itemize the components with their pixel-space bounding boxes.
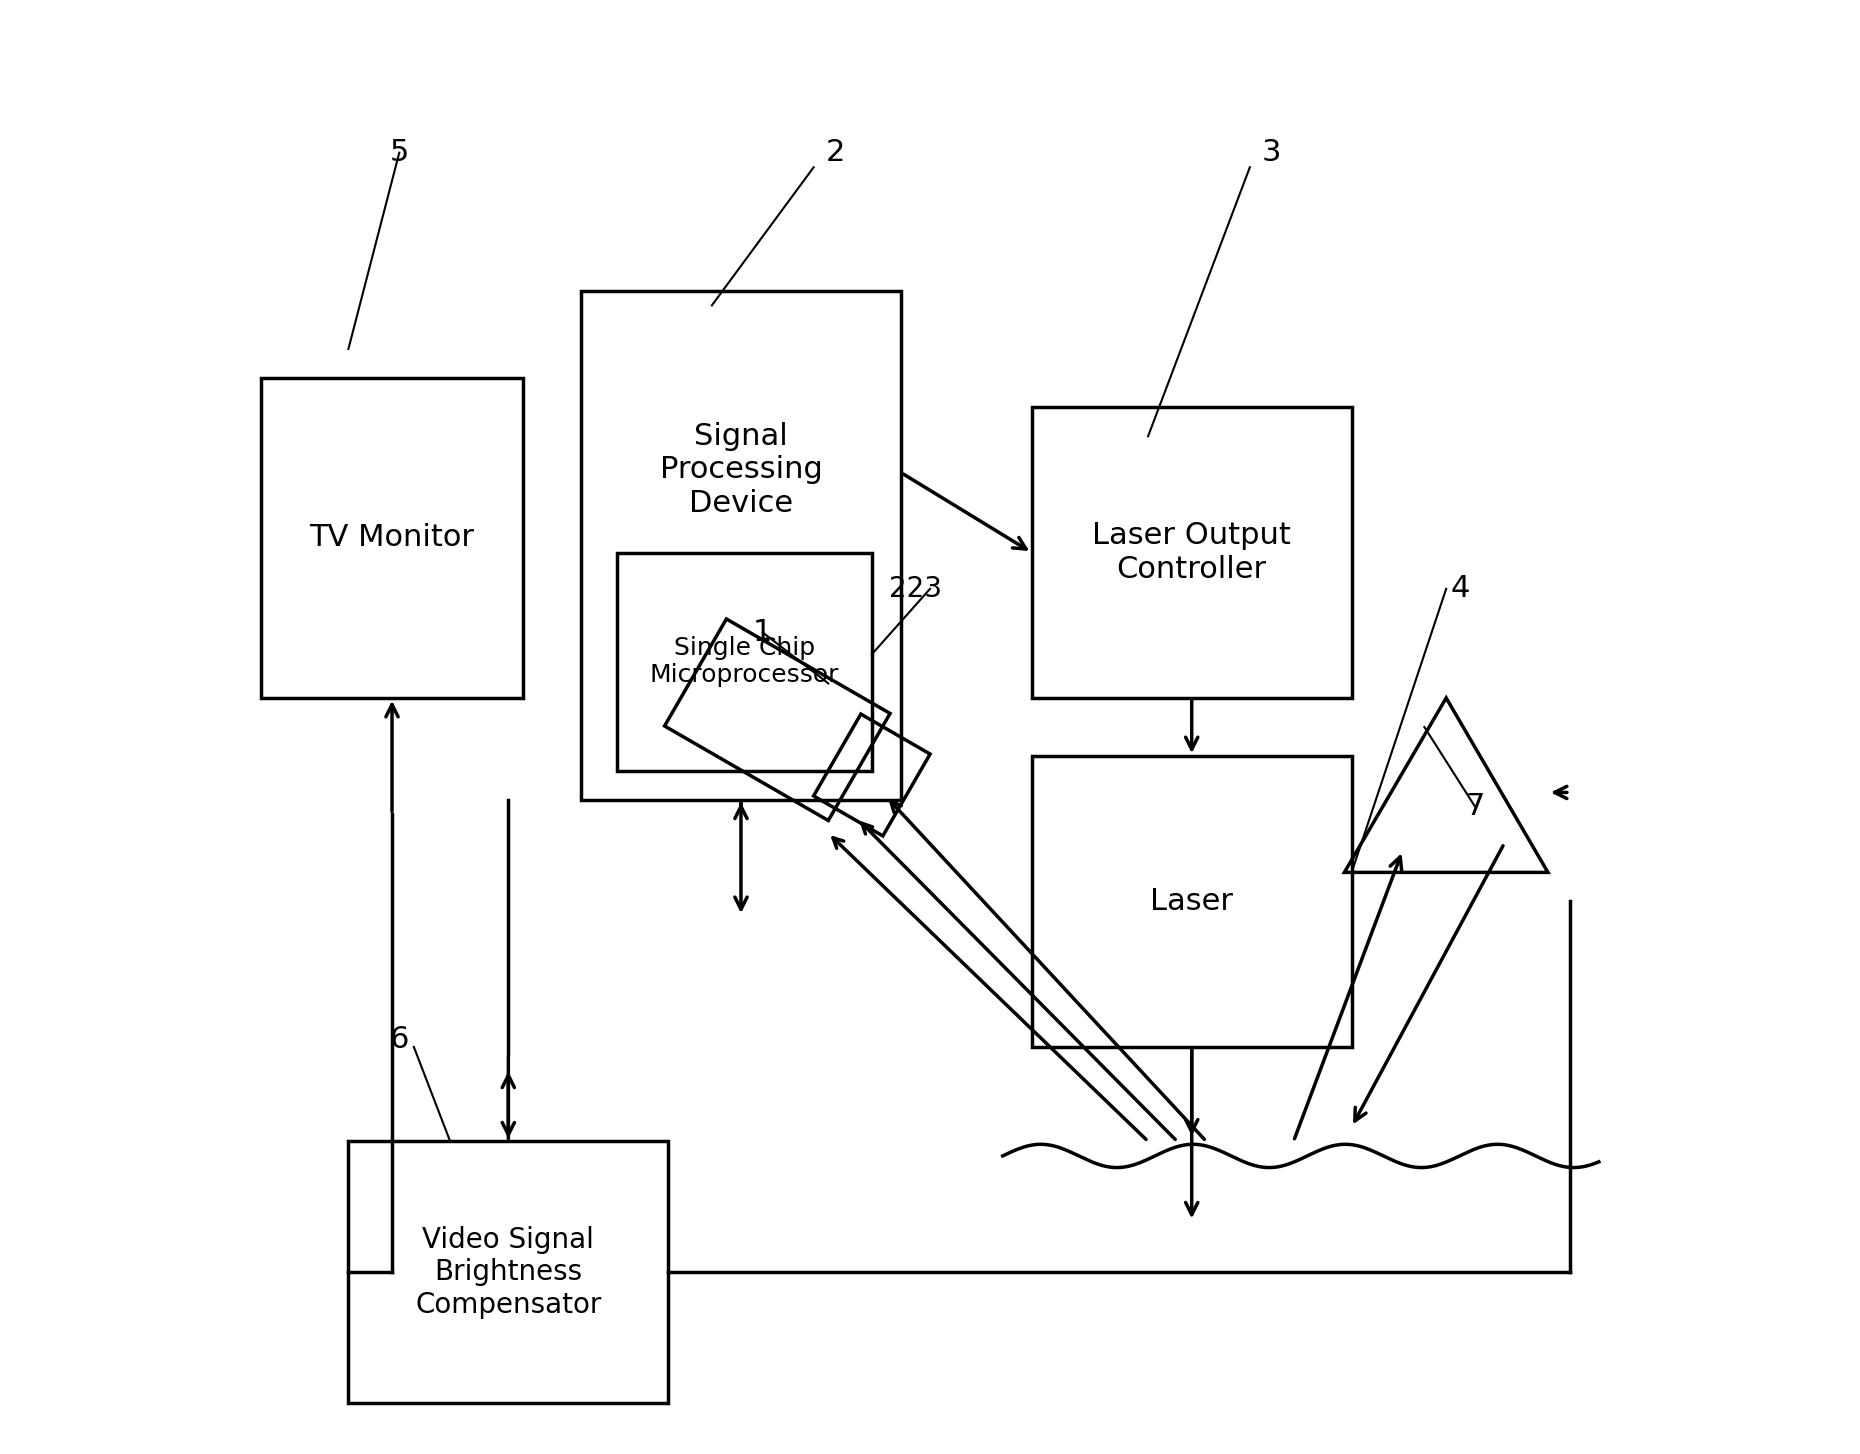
FancyBboxPatch shape [580, 291, 900, 800]
FancyBboxPatch shape [618, 553, 872, 771]
FancyBboxPatch shape [1032, 407, 1352, 698]
Text: 5: 5 [389, 138, 409, 167]
Text: 1: 1 [753, 618, 772, 647]
Text: 223: 223 [889, 574, 941, 603]
Text: Video Signal
Brightness
Compensator: Video Signal Brightness Compensator [415, 1226, 601, 1319]
Text: Signal
Processing
Device: Signal Processing Device [660, 422, 822, 518]
FancyBboxPatch shape [1032, 756, 1352, 1047]
Text: 7: 7 [1466, 792, 1484, 822]
Text: 6: 6 [389, 1025, 409, 1054]
Text: Laser Output
Controller: Laser Output Controller [1092, 521, 1291, 585]
Text: TV Monitor: TV Monitor [309, 523, 474, 553]
Text: Laser: Laser [1149, 887, 1233, 916]
Text: 4: 4 [1451, 574, 1471, 603]
FancyBboxPatch shape [260, 378, 523, 698]
Text: Single Chip
Microprocessor: Single Chip Microprocessor [649, 635, 839, 688]
Text: 3: 3 [1261, 138, 1282, 167]
Text: 2: 2 [826, 138, 844, 167]
FancyBboxPatch shape [348, 1141, 668, 1403]
